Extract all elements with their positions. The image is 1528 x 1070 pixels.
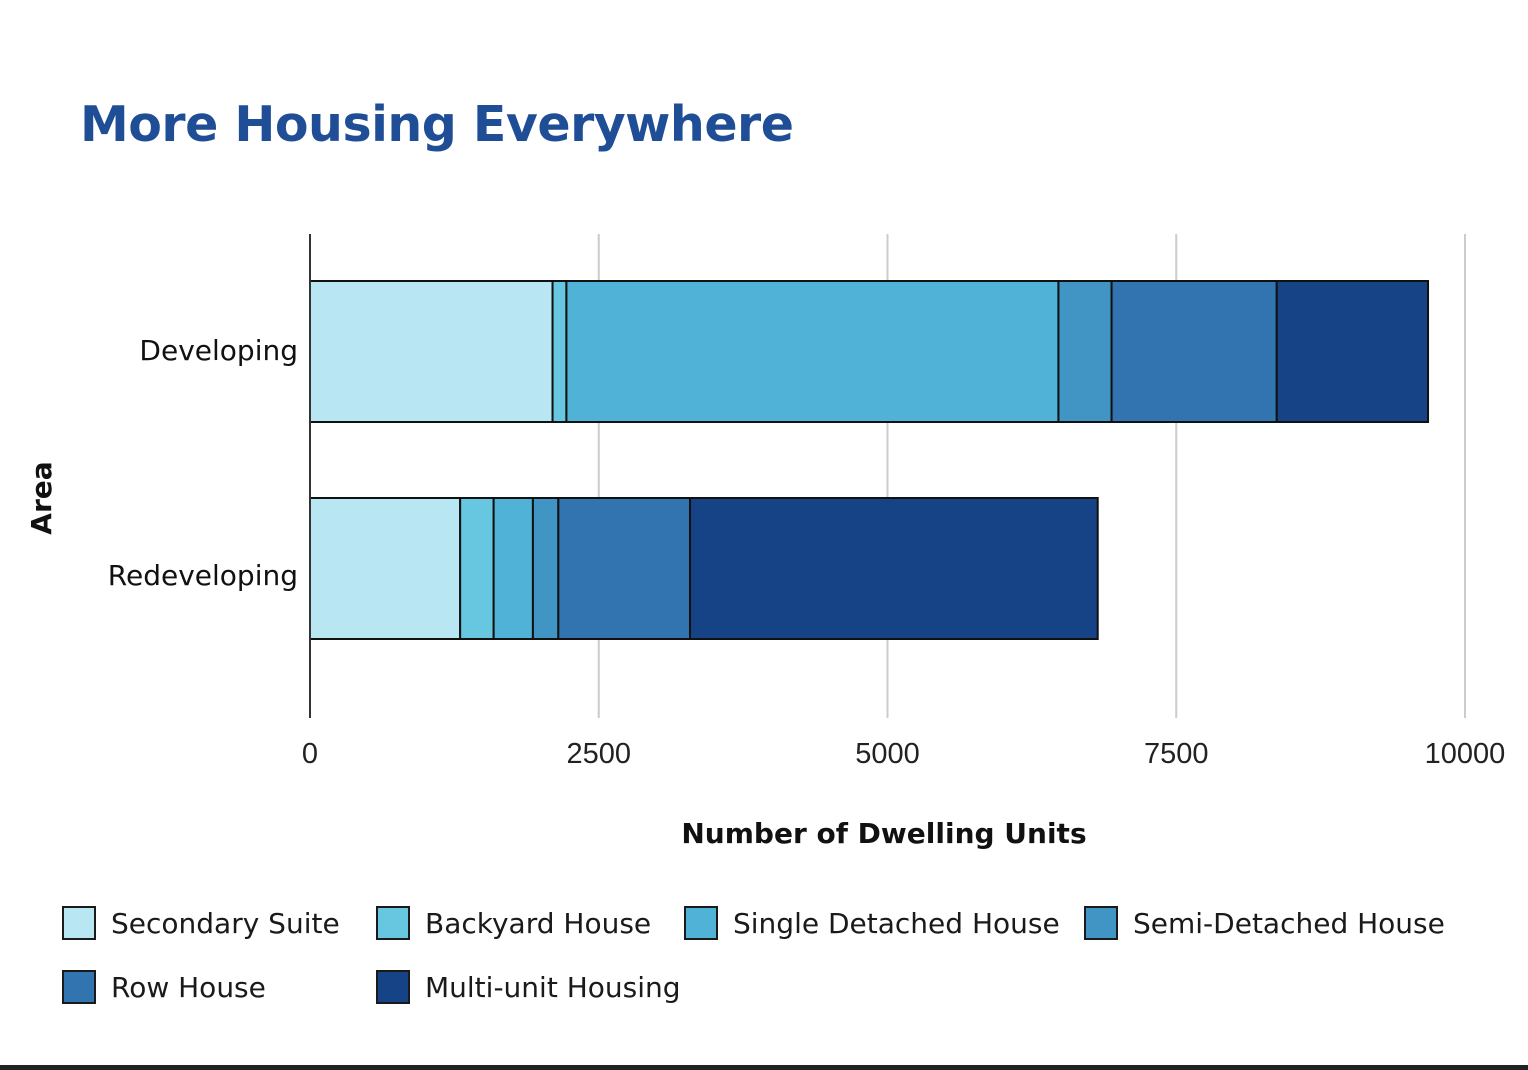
bar-segment-redeveloping-row-house: [557, 497, 691, 640]
x-tick-label-7500: 7500: [1144, 738, 1209, 770]
bar-group-developing: [309, 280, 1430, 423]
x-tick-label-10000: 10000: [1425, 738, 1506, 770]
y-axis-title: Area: [25, 461, 58, 534]
legend-swatch: [376, 906, 410, 940]
axis-labels: Developing Redeveloping 0 2500 5000 7500 10000…: [25, 334, 1505, 850]
stacked-bars: [309, 280, 1430, 640]
bar-segment-redeveloping-backyard-house: [459, 497, 495, 640]
bar-segment-redeveloping-semi-detached-house: [531, 497, 560, 640]
legend-swatch: [684, 906, 718, 940]
legend-item-row-house: Row House: [62, 968, 266, 1006]
legend-label: Multi-unit Housing: [425, 970, 681, 1004]
category-label-redeveloping: Redeveloping: [108, 559, 298, 592]
legend-item-backyard-house: Backyard House: [376, 904, 651, 942]
chart-title: More Housing Everywhere: [80, 96, 794, 153]
bar-segment-developing-semi-detached-house: [1057, 280, 1113, 423]
bar-segment-developing-secondary-suite: [309, 280, 554, 423]
bar-group-redeveloping: [309, 497, 1099, 640]
legend-item-secondary-suite: Secondary Suite: [62, 904, 340, 942]
legend-item-single-detached-house: Single Detached House: [684, 904, 1060, 942]
legend-swatch: [62, 970, 96, 1004]
legend-label: Single Detached House: [733, 906, 1060, 940]
legend-item-multi-unit-housing: Multi-unit Housing: [376, 968, 681, 1006]
legend-item-semi-detached-house: Semi-Detached House: [1084, 904, 1445, 942]
legend-swatch: [376, 970, 410, 1004]
x-tick-label-0: 0: [302, 738, 318, 770]
x-tick-label-2500: 2500: [566, 738, 631, 770]
legend-swatch: [62, 906, 96, 940]
x-axis-title: Number of Dwelling Units: [681, 817, 1086, 850]
bar-segment-redeveloping-multi-unit-housing: [688, 497, 1099, 640]
bar-segment-developing-backyard-house: [551, 280, 568, 423]
bar-segment-developing-multi-unit-housing: [1275, 280, 1430, 423]
legend-label: Semi-Detached House: [1133, 906, 1445, 940]
legend-label: Secondary Suite: [111, 906, 340, 940]
legend-swatch: [1084, 906, 1118, 940]
bar-segment-redeveloping-secondary-suite: [309, 497, 462, 640]
bottom-divider: [0, 1065, 1528, 1070]
legend-label: Backyard House: [425, 906, 652, 940]
legend-label: Row House: [111, 970, 266, 1004]
bar-segment-redeveloping-single-detached-house: [492, 497, 534, 640]
x-tick-label-5000: 5000: [855, 738, 920, 770]
category-label-developing: Developing: [139, 334, 298, 367]
bar-segment-developing-single-detached-house: [565, 280, 1060, 423]
bar-segment-developing-row-house: [1110, 280, 1278, 423]
